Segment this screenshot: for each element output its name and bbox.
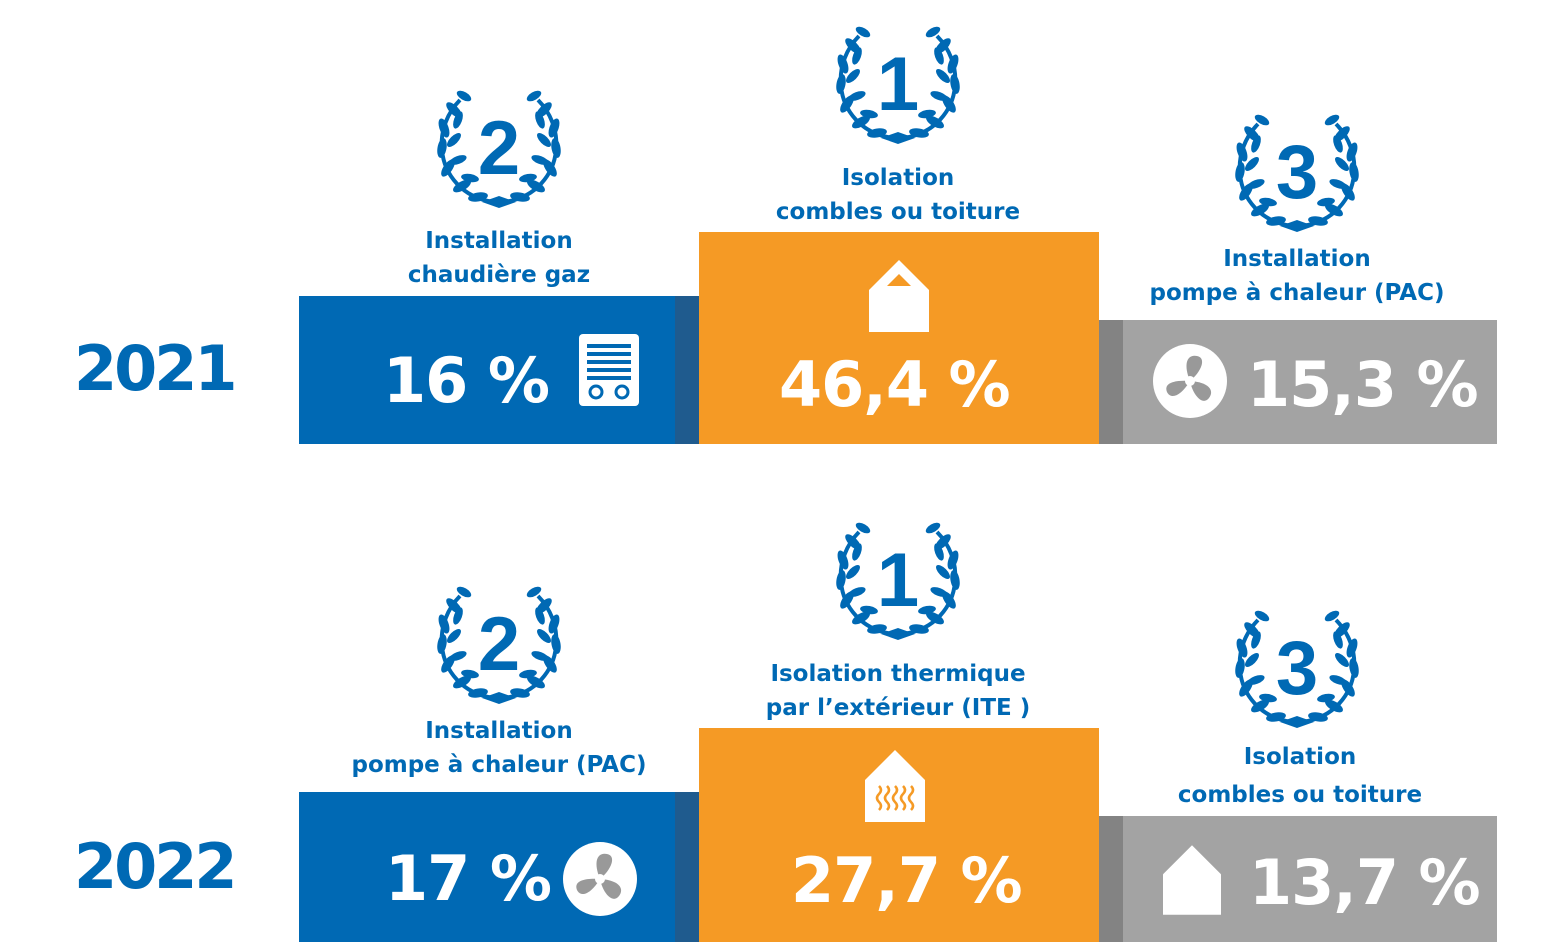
label-line-2: pompe à chaleur (PAC) (351, 752, 647, 778)
bar-shade (1099, 816, 1123, 942)
bar-rank-1: 46,4 % (699, 232, 1099, 444)
label-line-2: pompe à chaleur (PAC) (1149, 280, 1445, 306)
rank-number: 3 (1276, 130, 1318, 215)
value-label: 27,7 % (791, 844, 1023, 917)
label-line-1: Installation (1223, 246, 1371, 272)
bar-rank-3: 13,7 % (1099, 816, 1497, 942)
rank-number: 1 (877, 538, 919, 623)
wreath-rank-2-icon: 2 (434, 586, 564, 708)
label-line-2: combles ou toiture (1177, 782, 1423, 808)
label-line-1: Isolation thermique (770, 661, 1026, 687)
house-roof-icon (1163, 845, 1221, 915)
item-label: Installation pompe à chaleur (PAC) (289, 714, 709, 782)
bar-rank-1: 27,7 % (699, 728, 1099, 942)
rank-number: 3 (1276, 626, 1318, 711)
year-label: 2022 (74, 830, 238, 903)
bar-rank-2: 16 % (299, 296, 699, 444)
bar-shade (675, 792, 699, 942)
fan-icon (563, 842, 637, 916)
item-label: Isolation thermique par l’extérieur (ITE… (688, 657, 1108, 725)
label-line-1: Isolation (841, 165, 955, 191)
year-label: 2021 (74, 332, 238, 405)
item-label: Isolation combles ou toiture (688, 161, 1108, 229)
item-label: Isolation combles ou toiture (1090, 740, 1510, 812)
row-2021: 2021 2 Installation chaudière gaz 16 % 1… (0, 0, 1554, 470)
label-line-2: combles ou toiture (775, 199, 1021, 225)
label-line-2: chaudière gaz (407, 262, 591, 288)
label-line-2: par l’extérieur (ITE ) (765, 695, 1031, 721)
item-label: Installation pompe à chaleur (PAC) (1087, 242, 1507, 310)
wreath-rank-2-icon: 2 (434, 90, 564, 212)
wreath-rank-3-icon: 3 (1232, 114, 1362, 236)
house-heat-icon (865, 750, 925, 822)
rank-number: 1 (877, 42, 919, 127)
wreath-rank-1-icon: 1 (833, 26, 963, 148)
label-line-1: Installation (425, 228, 573, 254)
bar-rank-2: 17 % (299, 792, 699, 942)
wreath-rank-1-icon: 1 (833, 522, 963, 644)
wreath-rank-3-icon: 3 (1232, 610, 1362, 732)
bar-shade (675, 296, 699, 444)
rank-number: 2 (478, 106, 520, 191)
value-label: 46,4 % (779, 348, 1011, 421)
rank-number: 2 (478, 602, 520, 687)
value-label: 13,7 % (1249, 846, 1481, 919)
bar-shade (1099, 320, 1123, 444)
value-label: 17 % (385, 842, 552, 915)
value-label: 15,3 % (1247, 348, 1479, 421)
label-line-1: Installation (425, 718, 573, 744)
label-line-1: Isolation (1243, 744, 1357, 770)
bar-rank-3: 15,3 % (1099, 320, 1497, 444)
item-label: Installation chaudière gaz (289, 224, 709, 292)
value-label: 16 % (383, 344, 550, 417)
